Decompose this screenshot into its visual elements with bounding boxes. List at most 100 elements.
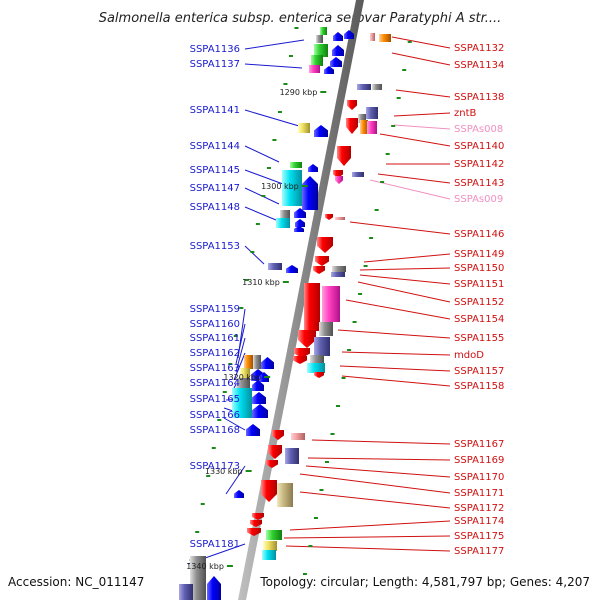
gene-labels: SSPA1136 SSPA1137 SSPA1141 SSPA1144 SSPA1145… [190, 43, 505, 557]
label-connector-sspa1175 [283, 535, 451, 539]
gene-feature-block [357, 84, 371, 90]
gene-label-sspa1157: SSPA1157 [454, 366, 504, 377]
kbp-label-1330-kbp: 1330 kbp [205, 467, 243, 476]
gene-feature-arrow-up [252, 392, 266, 404]
gene-feature-block [331, 272, 345, 277]
label-connector-sspa1144 [244, 145, 280, 163]
gene-label-sspa1148: SSPA1148 [190, 202, 240, 213]
gene-feature-block [322, 286, 340, 322]
gene-label-sspa1168: SSPA1168 [190, 425, 240, 436]
gene-feature-arrow-up [252, 404, 268, 418]
label-connector-sspa1177 [285, 545, 451, 552]
label-connector-sspa1174 [289, 520, 451, 531]
gene-label-sspa1171: SSPA1171 [454, 488, 504, 499]
gene-feature-block [366, 107, 378, 119]
gene-feature-arrow-up [344, 30, 354, 39]
gene-feature-arrow-down [250, 520, 262, 527]
gene-feature-arrow-up [332, 45, 344, 56]
gene-feature-block [309, 65, 320, 73]
gene-feature-block [311, 55, 323, 66]
gene-feature-arrow-down [335, 176, 343, 184]
gene-feature-arrow-up [330, 57, 342, 67]
kbp-label-1340-kbp: 1340 kbp [186, 562, 224, 571]
label-connector-sspa1132 [391, 36, 451, 49]
gene-feature-block [285, 448, 299, 464]
gene-feature-block [310, 355, 324, 366]
gene-label-sspa1140: SSPA1140 [454, 141, 504, 152]
label-connector-sspa1167 [311, 439, 451, 445]
gene-feature-block [379, 34, 391, 42]
gene-feature-block [282, 170, 302, 206]
gene-label-sspa1181: SSPA1181 [190, 539, 240, 550]
gene-feature-arrow-up [295, 219, 305, 227]
gene-feature-block [266, 530, 282, 540]
gene-feature-arrow-down [261, 480, 277, 502]
gene-label-sspa1173: SSPA1173 [190, 461, 240, 472]
gene-label-sspa1146: SSPA1146 [454, 229, 504, 240]
gene-feature-block [290, 162, 302, 168]
gene-label-sspa1160: SSPA1160 [190, 319, 240, 330]
gene-feature-block [316, 35, 323, 43]
kbp-scale: 1290 kbp 1300 kbp 1310 kbp 1320 kbp 1330 kbp… [186, 88, 327, 571]
gene-feature-arrow-down [315, 256, 329, 266]
gene-label-zntb: zntB [454, 108, 477, 119]
gene-features [179, 27, 391, 600]
gene-label-sspa1159: SSPA1159 [190, 304, 240, 315]
label-connector-sspa1170 [305, 465, 451, 478]
label-connector-sspa1153 [244, 245, 265, 265]
gene-feature-arrow-up [246, 424, 260, 436]
gene-feature-arrow-down [317, 237, 333, 253]
gene-feature-arrow-up [252, 380, 264, 391]
gene-feature-arrow-up [294, 226, 304, 232]
kbp-label-1290-kbp: 1290 kbp [280, 88, 318, 97]
label-connector-sspa1149 [363, 253, 451, 263]
label-connector-sspa1134 [391, 52, 451, 66]
kbp-label-1310-kbp: 1310 kbp [242, 278, 280, 287]
label-connector-sspa1143 [377, 173, 451, 184]
gene-feature-arrow-down [266, 460, 278, 468]
gene-feature-block [291, 433, 305, 440]
gene-feature-block [358, 114, 366, 123]
gene-feature-arrow-down [346, 118, 358, 134]
gene-label-sspa1152: SSPA1152 [454, 297, 504, 308]
gene-feature-arrow-down [252, 513, 264, 520]
gene-label-sspa1137: SSPA1137 [190, 59, 240, 70]
genome-summary-text: Topology: circular; Length: 4,581,797 bp… [259, 575, 590, 589]
gene-label-sspa1177: SSPA1177 [454, 546, 504, 557]
label-connector-sspa1172 [299, 491, 451, 509]
gene-label-sspa1163: SSPA1163 [190, 363, 240, 374]
gene-feature-arrow-up [234, 490, 244, 498]
gene-label-sspa1150: SSPA1150 [454, 263, 504, 274]
gene-feature-block [236, 378, 250, 388]
gene-label-sspa1166: SSPA1166 [190, 410, 240, 421]
label-connector-sspa1141 [244, 109, 300, 127]
label-connector-sspa1150 [359, 267, 451, 271]
gene-label-sspa1141: SSPA1141 [190, 105, 240, 116]
label-connector-zntb [393, 112, 451, 117]
label-connector-sspa1138 [395, 89, 451, 98]
gene-feature-block [367, 121, 377, 134]
gene-feature-arrow-down [293, 356, 307, 364]
gene-feature-block [372, 84, 382, 90]
gene-feature-arrow-down [313, 266, 325, 274]
gene-feature-arrow-down [347, 100, 357, 110]
label-connector-sspa1151 [359, 274, 451, 285]
label-connector-sspa1169 [307, 457, 451, 461]
label-connector-sspa1140 [379, 133, 451, 147]
gene-feature-arrow-down [298, 330, 316, 348]
gene-feature-block [360, 120, 368, 134]
label-connector-sspa1146 [349, 221, 451, 235]
gene-feature-arrow-up [308, 164, 318, 172]
gene-label-sspa1167: SSPA1167 [454, 439, 504, 450]
gene-feature-arrow-up [294, 208, 306, 218]
gene-feature-block [190, 556, 206, 600]
label-connector-sspa1148 [244, 206, 277, 221]
genome-title: Salmonella enterica subsp. enterica sero… [99, 11, 502, 26]
accession-text: Accession: NC_011147 [8, 575, 144, 589]
gene-label-sspa1136: SSPA1136 [190, 44, 240, 55]
label-connector-sspa1137 [244, 63, 303, 69]
label-connector-sspa1161 [235, 337, 246, 373]
gene-feature-block [179, 584, 193, 600]
gene-label-sspa1164: SSPA1164 [190, 378, 240, 389]
